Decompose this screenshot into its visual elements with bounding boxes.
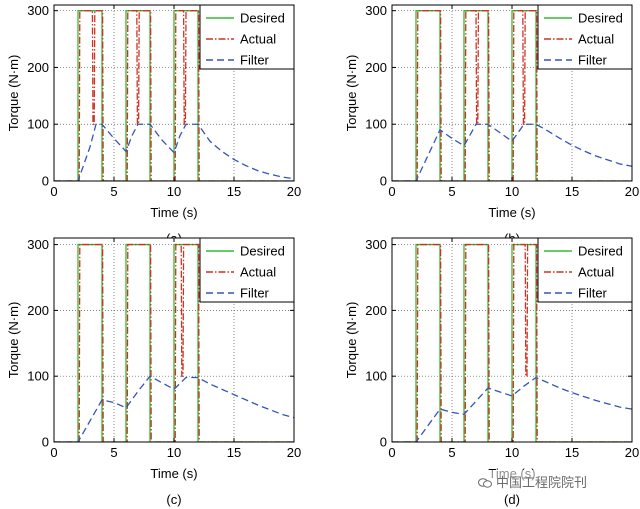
x-tick-label: 10 xyxy=(505,445,519,460)
x-tick-label: 20 xyxy=(625,184,639,199)
legend-label: Actual xyxy=(240,265,276,280)
series-filter-line xyxy=(392,376,632,442)
y-tick-label: 100 xyxy=(365,117,387,132)
legend-box xyxy=(537,237,633,303)
legend-box xyxy=(199,237,295,303)
x-tick-label: 20 xyxy=(287,445,301,460)
y-axis-label: Torque (N·m) xyxy=(344,55,359,132)
legend-label: Desired xyxy=(578,11,623,26)
wechat-logo-icon xyxy=(478,476,492,488)
series-filter-line xyxy=(54,123,294,181)
x-tick-label: 0 xyxy=(388,445,395,460)
y-tick-label: 200 xyxy=(27,303,49,318)
x-tick-label: 15 xyxy=(227,445,241,460)
y-tick-label: 300 xyxy=(365,237,387,252)
y-axis-label: Torque (N·m) xyxy=(344,302,359,379)
y-tick-label: 0 xyxy=(42,435,49,450)
panel-label: (d) xyxy=(504,492,520,507)
x-tick-label: 10 xyxy=(167,445,181,460)
series-filter-line xyxy=(392,123,632,181)
legend-label: Filter xyxy=(578,286,608,301)
legend-label: Filter xyxy=(240,53,270,68)
legend-box xyxy=(537,4,633,70)
legend-label: Actual xyxy=(578,32,614,47)
x-tick-label: 10 xyxy=(167,184,181,199)
series-desired-line xyxy=(54,243,294,442)
y-tick-label: 300 xyxy=(27,3,49,18)
legend-label: Desired xyxy=(240,11,285,26)
y-tick-label: 200 xyxy=(365,60,387,75)
x-tick-label: 15 xyxy=(565,184,579,199)
watermark: 中国工程院院刊 xyxy=(478,470,640,492)
legend-label: Filter xyxy=(578,53,608,68)
y-axis-label: Torque (N·m) xyxy=(6,302,21,379)
x-tick-label: 0 xyxy=(50,184,57,199)
y-tick-label: 100 xyxy=(27,369,49,384)
x-tick-label: 5 xyxy=(448,445,455,460)
x-tick-label: 5 xyxy=(448,184,455,199)
x-axis-label: Time (s) xyxy=(150,205,197,220)
y-tick-label: 300 xyxy=(27,237,49,252)
x-tick-label: 20 xyxy=(287,184,301,199)
x-tick-label: 5 xyxy=(110,184,117,199)
series-actual-line xyxy=(54,10,294,181)
series-desired-line xyxy=(392,243,632,442)
y-tick-label: 0 xyxy=(42,174,49,189)
x-axis-label: Time (s) xyxy=(150,466,197,481)
watermark-text: 中国工程院院刊 xyxy=(496,474,588,490)
legend: Desired Actual Filter xyxy=(199,4,295,70)
y-tick-label: 200 xyxy=(365,303,387,318)
x-tick-label: 0 xyxy=(388,184,395,199)
legend-label: Filter xyxy=(240,286,270,301)
legend: Desired Actual Filter xyxy=(537,4,633,70)
x-tick-label: 5 xyxy=(110,445,117,460)
series-actual-line xyxy=(54,243,294,442)
legend-label: Desired xyxy=(578,244,623,259)
legend-box xyxy=(199,4,295,70)
y-tick-label: 0 xyxy=(380,435,387,450)
y-axis-label: Torque (N·m) xyxy=(6,55,21,132)
series-actual-line xyxy=(392,10,632,181)
x-tick-label: 0 xyxy=(50,445,57,460)
panel-label: (c) xyxy=(166,492,181,507)
legend: Desired Actual Filter xyxy=(199,237,295,303)
y-tick-label: 100 xyxy=(27,117,49,132)
y-tick-label: 200 xyxy=(27,60,49,75)
series-actual-line xyxy=(392,243,632,442)
series-filter-line xyxy=(54,375,294,442)
y-tick-label: 100 xyxy=(365,369,387,384)
x-tick-label: 15 xyxy=(227,184,241,199)
x-tick-label: 10 xyxy=(505,184,519,199)
x-tick-label: 15 xyxy=(565,445,579,460)
y-tick-label: 0 xyxy=(380,174,387,189)
legend-label: Actual xyxy=(578,265,614,280)
x-axis-label: Time (s) xyxy=(488,205,535,220)
y-tick-label: 300 xyxy=(365,3,387,18)
legend-label: Desired xyxy=(240,244,285,259)
legend: Desired Actual Filter xyxy=(537,237,633,303)
legend-label: Actual xyxy=(240,32,276,47)
x-tick-label: 20 xyxy=(625,445,639,460)
